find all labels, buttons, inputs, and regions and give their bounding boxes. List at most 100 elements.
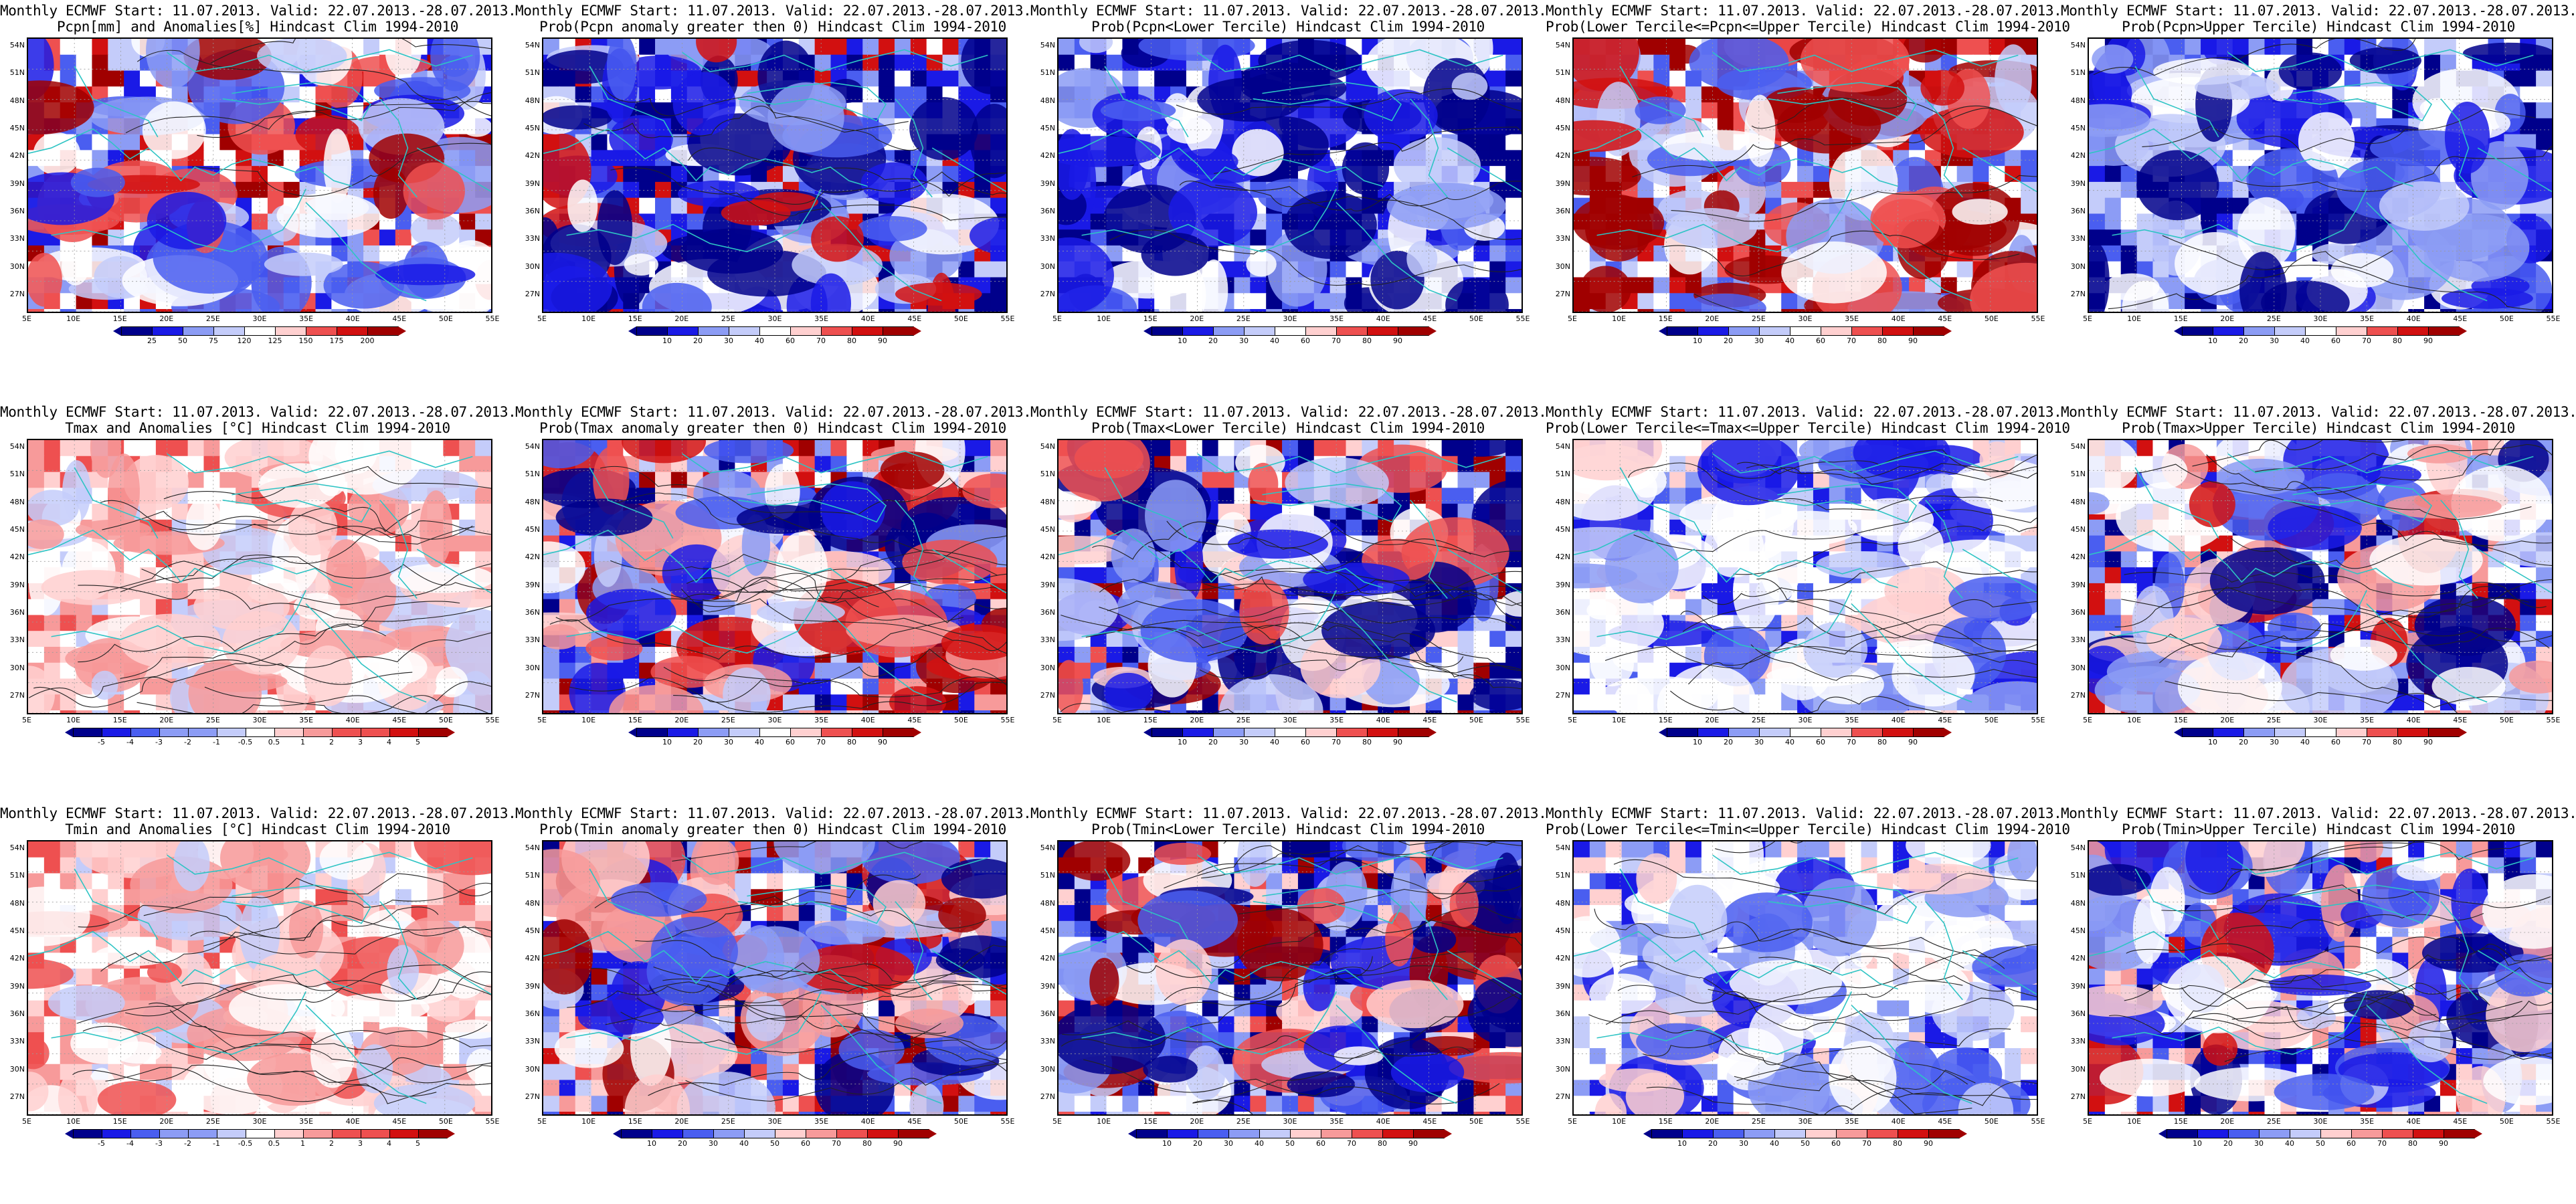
- colorbar-swatch: [1836, 1129, 1867, 1138]
- colorbar-swatch: [821, 728, 852, 737]
- lon-tick-label: 55E: [485, 1117, 500, 1126]
- colorbar-high-arrow: [1944, 728, 1952, 737]
- lat-tick-label: 48N: [1555, 497, 1570, 506]
- colorbar-swatch: [836, 1129, 868, 1138]
- colorbar-swatch: [2228, 1129, 2260, 1138]
- colorbar-label: 3: [358, 738, 363, 746]
- lat-tick-label: 39N: [2070, 179, 2086, 188]
- colorbar-swatch: [187, 728, 217, 737]
- lon-tick-label: 20E: [1190, 314, 1204, 323]
- colorbar-swatch: [130, 1129, 160, 1138]
- colorbar-high-arrow: [398, 326, 406, 336]
- colorbar-label: 20: [1208, 336, 1218, 345]
- lon-tick-label: 30E: [252, 314, 267, 323]
- lat-tick-label: 45N: [9, 525, 25, 534]
- lon-tick-label: 20E: [2220, 314, 2235, 323]
- lat-tick-label: 39N: [2070, 580, 2086, 589]
- colorbar-swatch: [1728, 728, 1760, 737]
- lat-tick-label: 48N: [9, 96, 25, 105]
- lat-tick-label: 27N: [2070, 290, 2086, 298]
- lon-tick-label: 20E: [674, 314, 689, 323]
- colorbar: 10 20 30 40 50 60 70 80 90: [1643, 1129, 1967, 1148]
- lon-tick-label: 15E: [2173, 716, 2188, 724]
- forecast-field: [543, 39, 1006, 312]
- forecast-field: [28, 841, 491, 1114]
- colorbar-high-arrow: [913, 728, 921, 737]
- colorbar-label: 30: [1239, 336, 1249, 345]
- lon-tick-label: 50E: [438, 314, 453, 323]
- lon-tick-label: 55E: [2031, 716, 2045, 724]
- colorbar-swatch: [713, 1129, 745, 1138]
- colorbar: 10 20 30 40 60 70 80 90: [1659, 326, 1952, 345]
- lon-tick-label: 30E: [1798, 1117, 1813, 1126]
- colorbar-swatch: [418, 728, 448, 737]
- lat-tick-label: 39N: [525, 981, 540, 991]
- lat-tick-label: 27N: [9, 691, 25, 700]
- colorbar-swatch: [1167, 1129, 1198, 1138]
- lon-tick-label: 20E: [1705, 1117, 1720, 1126]
- lat-tick-label: 51N: [9, 68, 25, 78]
- lon-tick-label: 45E: [392, 1117, 407, 1126]
- colorbar-label: 1: [300, 738, 305, 746]
- colorbar-label: 30: [724, 336, 733, 345]
- lon-tick-label: 35E: [299, 314, 314, 323]
- map-area: [1572, 37, 2038, 313]
- colorbar-swatch: [1213, 326, 1245, 336]
- colorbar-swatch: [2243, 326, 2275, 336]
- lon-tick-label: 30E: [2313, 1117, 2328, 1126]
- lon-tick-label: 20E: [2220, 1117, 2235, 1126]
- map-panel: Monthly ECMWF Start: 11.07.2013. Valid: …: [0, 0, 517, 401]
- colorbar-label: 70: [2377, 1139, 2387, 1148]
- colorbar-label: 10: [1178, 738, 1187, 746]
- colorbar-label: 40: [1785, 738, 1795, 746]
- lon-tick-label: 20E: [159, 314, 174, 323]
- lon-tick-label: 30E: [767, 716, 782, 724]
- colorbar-label: 60: [2331, 336, 2340, 345]
- map-area: [27, 37, 492, 313]
- lon-tick-label: 15E: [628, 1117, 642, 1126]
- colorbar-label: 40: [2300, 336, 2310, 345]
- colorbar-low-arrow: [113, 326, 121, 336]
- lon-tick-label: 15E: [2173, 1117, 2188, 1126]
- panel-subtitle: Tmin and Anomalies [°C] Hindcast Clim 19…: [65, 821, 450, 837]
- lon-tick-label: 25E: [1751, 1117, 1766, 1126]
- colorbar-label: 80: [862, 1139, 872, 1148]
- lon-tick-label: 25E: [205, 314, 220, 323]
- lon-tick-label: 35E: [1329, 716, 1344, 724]
- lat-tick-label: 27N: [1555, 1092, 1570, 1101]
- map-panel: Monthly ECMWF Start: 11.07.2013. Valid: …: [2061, 803, 2576, 1204]
- colorbar-swatch: [852, 728, 883, 737]
- lat-tick-label: 54N: [1555, 442, 1570, 451]
- lat-tick-label: 45N: [9, 124, 25, 132]
- lat-tick-label: 45N: [1555, 525, 1570, 534]
- colorbar-label: -0.5: [238, 1139, 253, 1148]
- map-area: [542, 840, 1008, 1116]
- lon-tick-label: 50E: [1469, 716, 1483, 724]
- colorbar-label: 40: [1785, 336, 1795, 345]
- colorbar-label: 10: [1162, 1139, 1172, 1148]
- lon-tick-label: 30E: [1798, 314, 1813, 323]
- colorbar-swatch: [698, 326, 729, 336]
- map-panel: Monthly ECMWF Start: 11.07.2013. Valid: …: [2061, 401, 2576, 803]
- lat-tick-label: 54N: [1040, 41, 1055, 49]
- lon-tick-label: 20E: [1190, 1117, 1204, 1126]
- lat-tick-label: 33N: [2070, 635, 2086, 645]
- lon-tick-label: 25E: [1751, 716, 1766, 724]
- lon-tick-label: 40E: [860, 716, 875, 724]
- colorbar-swatch: [1290, 1129, 1321, 1138]
- lat-tick-label: 30N: [1555, 262, 1570, 271]
- colorbar-label: 40: [2285, 1139, 2294, 1148]
- colorbar: 10 20 30 40 60 70 80 90: [1659, 728, 1952, 746]
- lon-tick-label: 25E: [721, 1117, 735, 1126]
- lon-tick-label: 5E: [2083, 1117, 2092, 1126]
- lon-tick-label: 35E: [299, 1117, 314, 1126]
- lon-tick-label: 40E: [1891, 314, 1906, 323]
- colorbar-label: 70: [1862, 1139, 1871, 1148]
- colorbar-label: 1: [300, 1139, 305, 1148]
- colorbar-swatch: [2428, 326, 2460, 336]
- panel-subtitle: Prob(Pcpn anomaly greater then 0) Hindca…: [539, 19, 1006, 35]
- colorbar-label: 60: [1831, 1139, 1841, 1148]
- lat-tick-label: 36N: [9, 207, 25, 215]
- lat-tick-label: 54N: [1040, 442, 1055, 451]
- lon-tick-label: 15E: [112, 716, 127, 724]
